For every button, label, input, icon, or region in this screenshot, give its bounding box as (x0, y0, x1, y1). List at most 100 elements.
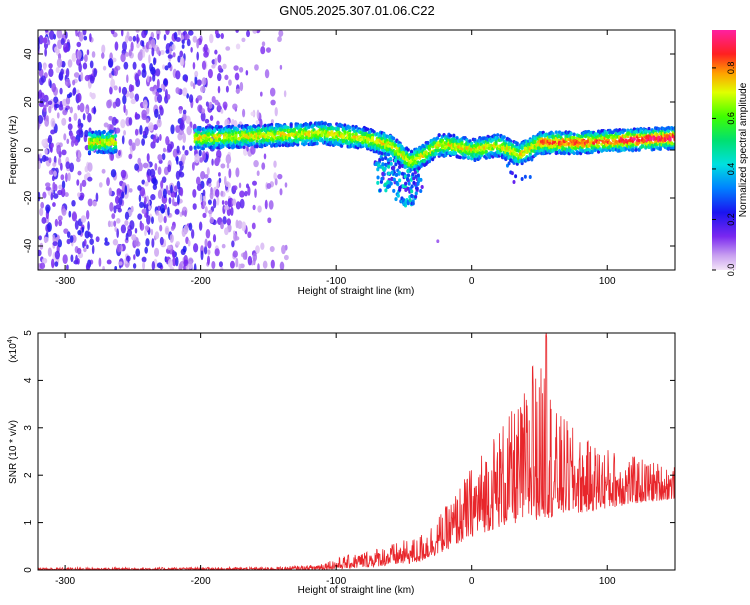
spectrogram-cell (407, 181, 411, 186)
spectrogram-cell (108, 115, 113, 121)
spectrogram-cell (167, 206, 170, 216)
spectrogram-cell (116, 243, 121, 253)
spectrogram-cell (431, 157, 435, 162)
spectrogram-cell (134, 128, 139, 136)
spectrogram-cell (601, 148, 606, 152)
spectrogram-cell (145, 118, 150, 124)
spectrogram-cell (181, 210, 185, 216)
spectrogram-cell (512, 180, 516, 185)
spectrogram-cell (95, 192, 99, 202)
spectrogram-cell (141, 63, 146, 69)
spectrogram-cell (411, 201, 415, 206)
spectrogram-cell (76, 129, 82, 136)
spectrogram-cell (77, 229, 82, 236)
spectrogram-cell (159, 203, 166, 214)
spectrogram-cell (478, 156, 482, 160)
spectrogram-cell (187, 239, 191, 247)
spectrogram-cell (231, 240, 235, 248)
spectrogram-cell (458, 155, 462, 160)
spectrogram-cell (77, 104, 80, 111)
spectrogram-cell (269, 87, 276, 97)
spectrogram-cell (392, 177, 396, 182)
spectrogram-cell (207, 199, 212, 205)
spectrogram-cell (41, 257, 48, 264)
spectrogram-cell (144, 196, 147, 205)
spectrogram-cell (366, 127, 370, 132)
spectrogram-cell (162, 147, 167, 153)
spectrogram-cell (523, 146, 527, 151)
spectrogram-cell (238, 66, 244, 73)
spectrogram-cell (89, 92, 93, 97)
colorbar-tick-label: 0.2 (726, 213, 736, 226)
spectrogram-cell (67, 123, 73, 131)
spectrogram-cell (175, 125, 181, 134)
spectrogram-cell (200, 170, 206, 180)
spectrogram-cell (41, 139, 47, 147)
spectrogram-cell (379, 133, 383, 138)
spectrogram-cell (256, 109, 260, 120)
spectrogram-cell (38, 235, 42, 241)
spectrogram-cell (260, 128, 264, 133)
spectrogram-cell (124, 220, 129, 226)
spectrogram-cell (370, 136, 375, 140)
spectrogram-cell (252, 252, 258, 262)
colorbar-gradient (712, 30, 736, 270)
spectrogram-cell (60, 162, 63, 171)
spectrogram-cell (642, 138, 646, 143)
spectrogram-cell (141, 138, 146, 146)
spectrogram-cell (200, 111, 206, 122)
spectrogram-cell (192, 189, 197, 198)
spectrogram-cell (98, 182, 103, 188)
spectrogram-cell (235, 257, 239, 268)
spectrogram-cell (309, 121, 313, 126)
spectrogram-cell (132, 61, 137, 70)
spectrogram-cell (77, 118, 82, 127)
spectrogram-cell (117, 207, 122, 213)
spectrogram-cell (192, 203, 197, 210)
spectrogram-cell (38, 160, 41, 170)
spectrogram-cell (188, 222, 193, 231)
spectrogram-cell (279, 188, 283, 196)
spectrogram-cell (141, 208, 147, 214)
spectrogram-cell (263, 123, 267, 128)
spectrogram-cell (239, 190, 245, 198)
spectrogram-cell (235, 167, 240, 178)
spectrogram-cell (190, 46, 193, 53)
spectrogram-cell (146, 214, 151, 225)
spectrogram-cell (152, 74, 156, 82)
spectrogram-cell (431, 144, 435, 149)
spectrogram-cell (182, 133, 187, 144)
spectrogram-cell (128, 35, 133, 42)
spectrogram-cell (91, 51, 96, 58)
spectrogram-cell (175, 156, 179, 165)
spectrogram-cell (142, 48, 146, 58)
spectrogram-cell (43, 156, 49, 161)
spectrogram-cell (631, 143, 635, 147)
spectrogram-cell (657, 127, 661, 131)
spectrogram-cell (50, 129, 56, 135)
spectrogram-cell (348, 125, 352, 130)
spectrogram-cell (255, 245, 260, 254)
spectrogram-cell (510, 171, 514, 176)
spectrogram-cell (395, 180, 399, 185)
spectrogram-cell (121, 191, 125, 199)
spectrogram-cell (77, 92, 82, 103)
spectrogram-cell (74, 220, 79, 230)
spectrogram-cell (649, 137, 653, 141)
spectrogram-cell (195, 176, 201, 185)
spectrogram-cell (135, 30, 140, 33)
spectrogram-cell (120, 224, 127, 234)
spectrogram-cell (39, 98, 45, 105)
spectrogram-cell (66, 238, 71, 245)
spectrogram-cell (72, 79, 76, 86)
spectrogram-cell (50, 142, 54, 149)
spectrogram-cell (167, 62, 172, 68)
spectrogram-cell (205, 101, 209, 107)
spectrogram-cell (80, 215, 87, 223)
spectrogram-cell (110, 129, 114, 134)
spectrogram-cell (102, 65, 107, 71)
spectrogram-cell (76, 41, 82, 48)
spectrogram-cell (174, 185, 178, 191)
spectrogram-cell (179, 50, 184, 58)
